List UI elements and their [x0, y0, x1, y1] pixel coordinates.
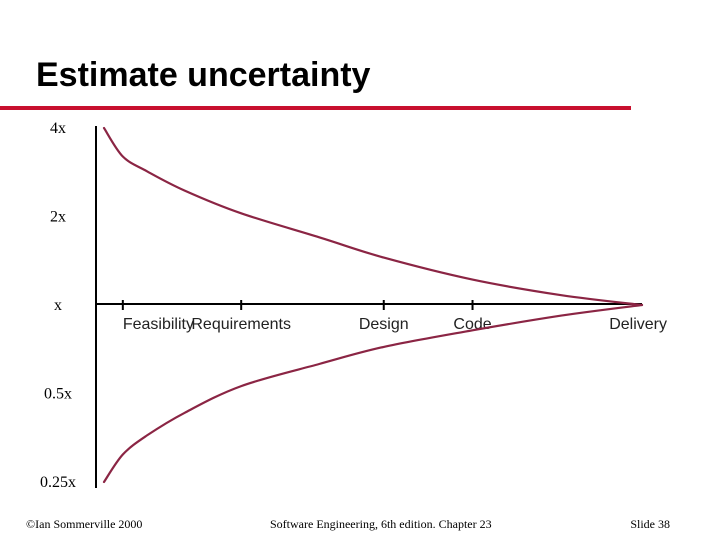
y-tick-labels: 4x 2x x 0.5x 0.25x — [40, 120, 76, 491]
axes — [95, 126, 642, 488]
upper-bound-curve — [102, 126, 644, 307]
uncertainty-curves — [102, 126, 644, 484]
x-milestone-label: Feasibility — [123, 316, 194, 333]
y-tick-label: 0.25x — [40, 474, 76, 491]
title-underline — [0, 106, 631, 110]
footer-copyright: ©Ian Sommerville 2000 — [26, 517, 143, 531]
x-milestone-label: Delivery — [609, 316, 667, 333]
footer-book-title: Software Engineering, 6th edition. Chapt… — [270, 517, 492, 531]
y-tick-label: 2x — [50, 209, 66, 226]
lower-bound-curve — [102, 303, 644, 484]
y-tick-label: 4x — [50, 120, 66, 137]
x-milestone-label: Requirements — [191, 316, 291, 333]
footer-slide-number: Slide 38 — [630, 517, 670, 531]
y-tick-label: x — [54, 297, 62, 314]
x-milestone-label: Design — [359, 316, 409, 333]
slide-title: Estimate uncertainty — [36, 56, 371, 94]
y-tick-label: 0.5x — [44, 386, 72, 403]
x-ticks — [121, 300, 474, 310]
